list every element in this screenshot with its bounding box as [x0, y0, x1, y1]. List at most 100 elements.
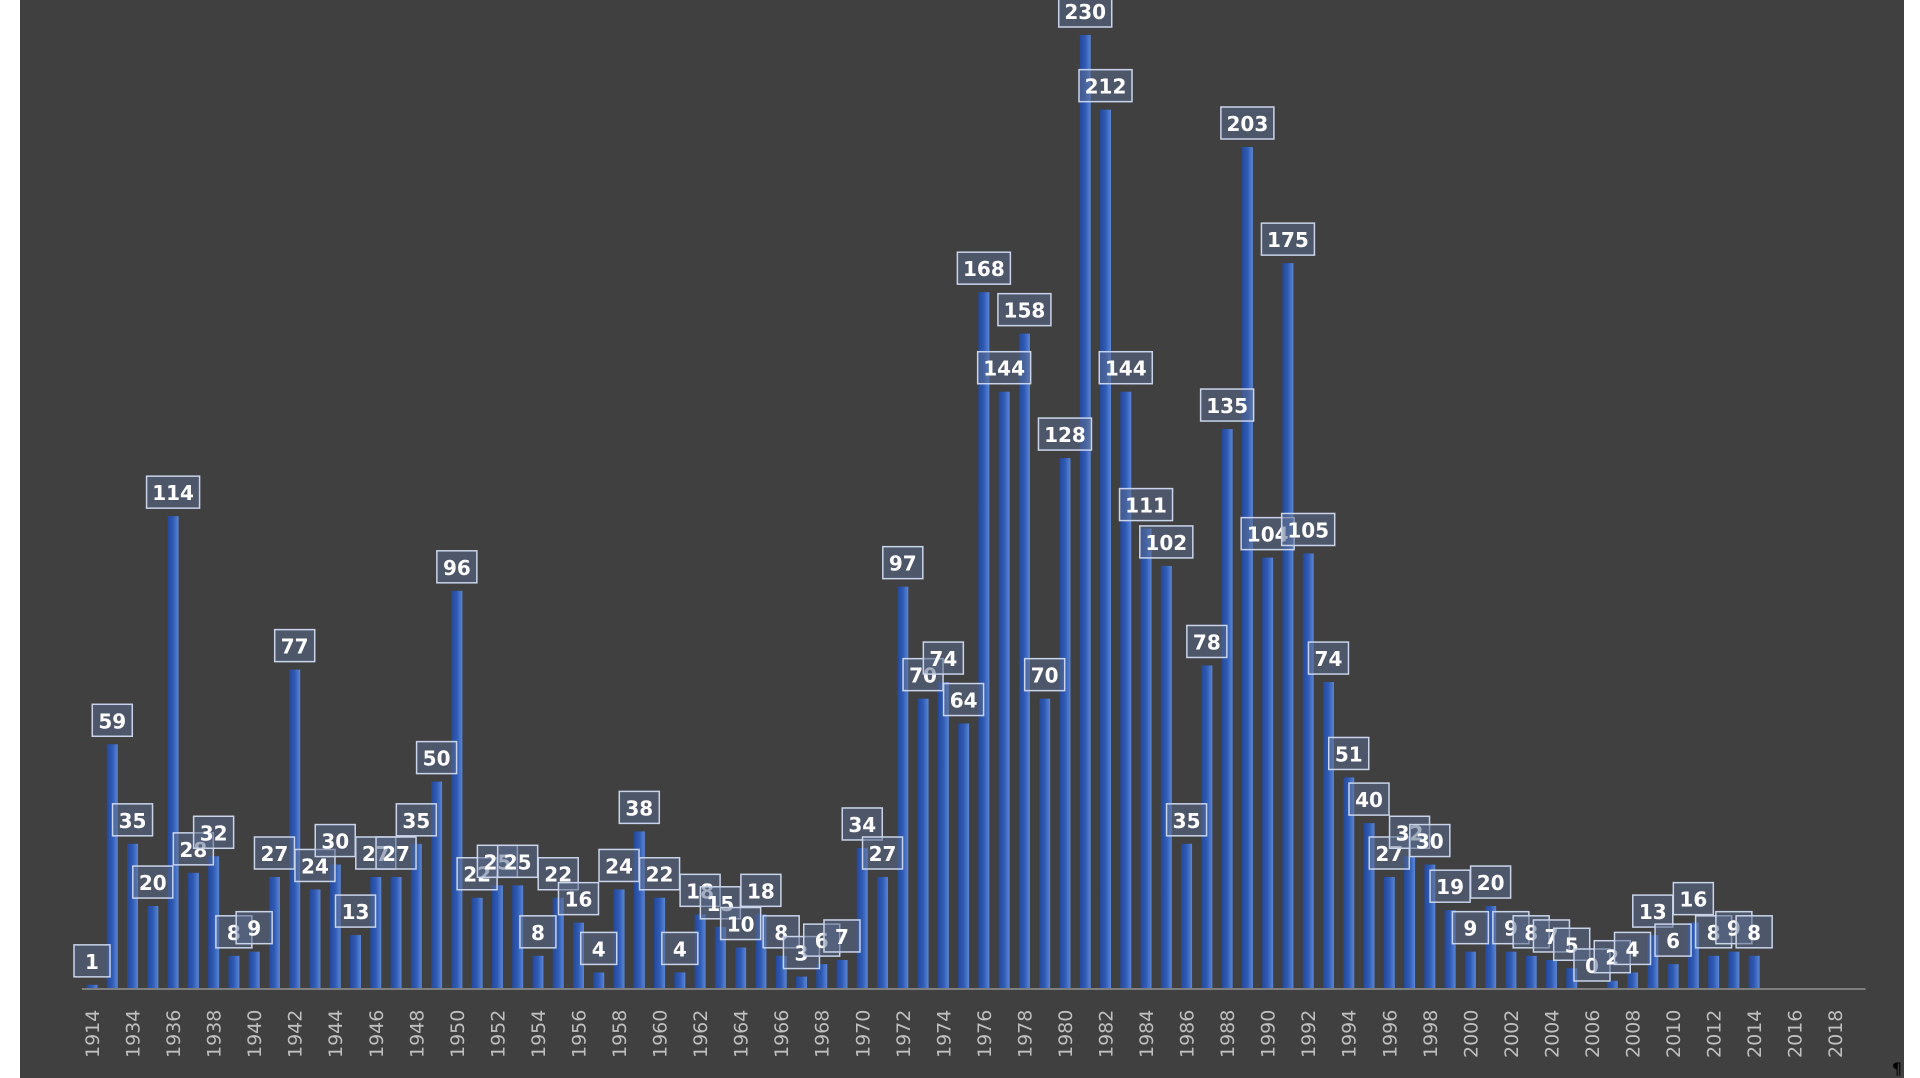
data-label-text: 4 [673, 937, 687, 961]
data-label: 64 [942, 682, 985, 717]
x-tick-label: 2008 [1623, 1010, 1645, 1058]
data-label-text: 59 [98, 709, 126, 733]
data-label: 114 [145, 475, 201, 509]
x-tick-label: 1988 [1217, 1010, 1239, 1058]
data-label-text: 38 [625, 796, 653, 820]
data-label: 74 [1307, 641, 1350, 675]
data-label-box [1672, 881, 1715, 916]
data-label-box [1348, 782, 1390, 816]
bar [228, 955, 240, 989]
bar [268, 877, 280, 989]
data-label-box [1118, 487, 1174, 522]
x-tick-label: 1976 [974, 1010, 996, 1058]
data-label: 8 [519, 915, 557, 949]
data-label-text: 27 [382, 842, 410, 866]
data-label-box [132, 865, 174, 899]
data-label-box [823, 919, 861, 953]
data-label: 96 [436, 550, 478, 584]
bar [613, 889, 625, 989]
data-label-box [1654, 923, 1692, 957]
bar [1262, 557, 1274, 989]
data-label-text: 105 [1287, 518, 1329, 542]
bar [309, 889, 321, 989]
x-tick-label: 1942 [285, 1010, 307, 1058]
data-label: 27 [253, 836, 296, 870]
data-label: 144 [976, 350, 1032, 385]
bar [1708, 955, 1720, 989]
data-label-box [73, 944, 111, 978]
data-label: 35 [111, 803, 154, 837]
data-label-box [519, 915, 557, 949]
bar [1627, 972, 1639, 989]
bar [1728, 951, 1740, 989]
data-label: 32 [192, 815, 235, 850]
x-tick-label: 1984 [1136, 1010, 1158, 1058]
bar [512, 885, 524, 989]
x-tick-label: 1948 [406, 1010, 428, 1058]
data-label-box [395, 803, 438, 837]
data-label: 230 [1057, 0, 1113, 28]
x-tick-label: 2004 [1541, 1010, 1563, 1058]
bar [1140, 528, 1152, 989]
data-label-text: 144 [983, 357, 1025, 381]
data-label-text: 9 [1463, 917, 1477, 941]
data-label-box [235, 910, 273, 945]
data-label: 34 [841, 807, 884, 841]
data-label: 22 [638, 856, 681, 891]
x-tick-label: 2018 [1825, 1010, 1847, 1058]
data-label-box [942, 682, 985, 717]
bar [735, 947, 747, 989]
data-label-text: 77 [281, 635, 309, 659]
x-tick-label: 1996 [1379, 1010, 1401, 1058]
data-label-text: 35 [1173, 809, 1201, 833]
data-label-text: 175 [1267, 228, 1309, 252]
x-tick-label: 1934 [123, 1010, 145, 1058]
data-label-text: 74 [1315, 647, 1343, 671]
bar [1059, 458, 1071, 989]
data-label-text: 20 [1477, 871, 1505, 895]
data-label-text: 1 [85, 950, 99, 974]
x-tick-label: 1972 [893, 1010, 915, 1058]
bar [1464, 951, 1476, 989]
data-label: 30 [314, 823, 356, 858]
data-label-box [841, 807, 884, 841]
bar [1120, 391, 1132, 990]
x-tick-label: 1936 [163, 1010, 185, 1058]
data-label-box [1220, 106, 1275, 140]
data-label: 13 [1632, 894, 1674, 928]
bar [410, 843, 422, 989]
data-label-text: 212 [1085, 75, 1127, 99]
data-label-box [91, 703, 134, 738]
data-label-box [273, 628, 316, 663]
x-tick-label: 1966 [771, 1010, 793, 1058]
data-label: 9 [1451, 910, 1490, 945]
data-label-text: 8 [531, 921, 545, 945]
data-label: 102 [1139, 525, 1194, 559]
data-label-text: 70 [1031, 664, 1059, 688]
data-label: 6 [1654, 923, 1692, 957]
data-label: 35 [1165, 803, 1208, 837]
data-label-box [956, 251, 1012, 285]
data-label-box [719, 906, 762, 941]
data-label-box [436, 550, 478, 584]
bar [248, 951, 260, 989]
data-label: 51 [1327, 736, 1370, 771]
x-tick-label: 2006 [1582, 1010, 1604, 1058]
data-label: 128 [1037, 417, 1093, 451]
data-label-box [740, 873, 782, 908]
data-label-text: 135 [1206, 394, 1248, 418]
data-label: 203 [1220, 106, 1275, 140]
x-tick-label: 1998 [1420, 1010, 1442, 1058]
data-label-text: 168 [963, 257, 1005, 281]
data-label-box [1098, 350, 1154, 385]
bar [1647, 935, 1659, 989]
data-label-text: 34 [848, 813, 876, 837]
data-label-box [922, 641, 965, 675]
data-label-box [111, 803, 154, 837]
data-label: 27 [861, 836, 904, 870]
bar [1485, 906, 1497, 989]
x-tick-label: 1986 [1177, 1010, 1199, 1058]
data-label-text: 128 [1044, 423, 1086, 447]
x-tick-label: 1968 [812, 1010, 834, 1058]
data-label: 16 [1672, 881, 1715, 916]
